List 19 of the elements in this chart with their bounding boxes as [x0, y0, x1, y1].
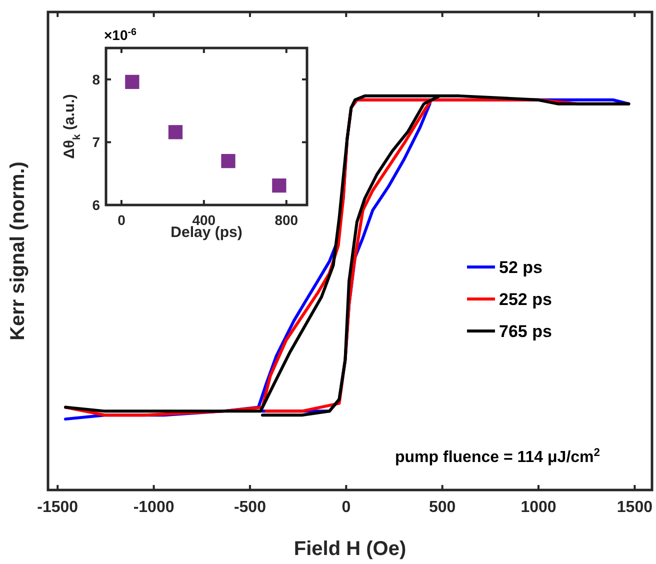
- legend-label: 765 ps: [499, 322, 552, 341]
- x-tick-label: 0: [342, 499, 351, 516]
- annotation: pump fluence = 114 μJ/cm$^{2}$: [395, 447, 600, 466]
- legend-label: 52 ps: [499, 258, 542, 277]
- y-axis-title: Kerr signal (norm.): [7, 162, 29, 340]
- x-tick-label: -1500: [37, 499, 78, 516]
- text: ×10$^{-6}$: [104, 26, 138, 43]
- y-tick-label: 6: [92, 196, 100, 213]
- x-tick-label: -1000: [133, 499, 174, 516]
- x-tick-label: 800: [274, 212, 298, 228]
- x-tick-label: 0: [118, 212, 126, 228]
- y-tick-label: 7: [92, 134, 100, 150]
- legend-label: 252 ps: [499, 290, 552, 309]
- x-tick-label: 1500: [616, 499, 653, 516]
- x-tick-label: 500: [428, 499, 456, 516]
- x-axis-title: Field H (Oe): [294, 538, 406, 560]
- x-tick-label: 1000: [520, 499, 556, 516]
- x-tick-label: -500: [234, 499, 266, 516]
- y-tick-label: 8: [92, 71, 100, 88]
